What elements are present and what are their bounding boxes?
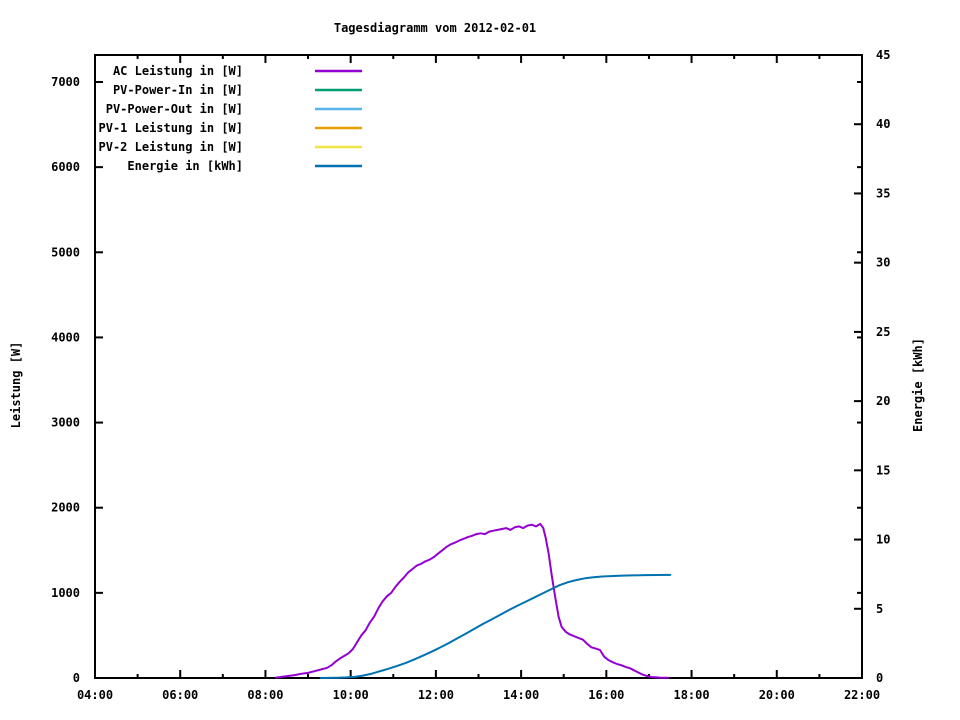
y2-tick-label: 0 (876, 671, 883, 685)
chart-title: Tagesdiagramm vom 2012-02-01 (333, 21, 537, 35)
x-tick-label: 18:00 (673, 688, 709, 702)
y-tick-label: 3000 (51, 416, 80, 430)
x-tick-label: 14:00 (503, 688, 539, 702)
y2-tick-label: 10 (876, 533, 890, 547)
y-tick-label: 5000 (51, 245, 80, 259)
y2-tick-label: 20 (876, 394, 890, 408)
x-tick-label: 08:00 (247, 688, 283, 702)
y-tick-label: 6000 (51, 160, 80, 174)
x-tick-label: 06:00 (162, 688, 198, 702)
y-tick-label: 4000 (51, 330, 80, 344)
y2-tick-label: 30 (876, 256, 890, 270)
legend-label: PV-Power-In in [W] (113, 83, 243, 97)
legend-label: Energie in [kWh] (127, 159, 243, 173)
y2-tick-label: 45 (876, 48, 890, 62)
legend-label: PV-2 Leistung in [W] (99, 140, 244, 154)
y-tick-label: 1000 (51, 586, 80, 600)
x-tick-label: 22:00 (844, 688, 880, 702)
y2-tick-label: 40 (876, 117, 890, 131)
series-line-energie-in-kwh (319, 573, 672, 679)
x-tick-label: 10:00 (333, 688, 369, 702)
x-tick-label: 20:00 (759, 688, 795, 702)
y2-tick-label: 25 (876, 325, 890, 339)
legend-label: PV-1 Leistung in [W] (99, 121, 244, 135)
y2-tick-label: 15 (876, 463, 890, 477)
x-tick-label: 12:00 (418, 688, 454, 702)
y-tick-label: 0 (73, 671, 80, 685)
x-tick-label: 04:00 (77, 688, 113, 702)
legend-label: AC Leistung in [W] (113, 64, 243, 78)
legend-label: PV-Power-Out in [W] (106, 102, 243, 116)
y-tick-label: 7000 (51, 75, 80, 89)
y2-tick-label: 5 (876, 602, 883, 616)
series-line-ac-leistung-in-w (275, 522, 670, 679)
y2-tick-label: 35 (876, 186, 890, 200)
y-tick-label: 2000 (51, 501, 80, 515)
x-tick-label: 16:00 (588, 688, 624, 702)
